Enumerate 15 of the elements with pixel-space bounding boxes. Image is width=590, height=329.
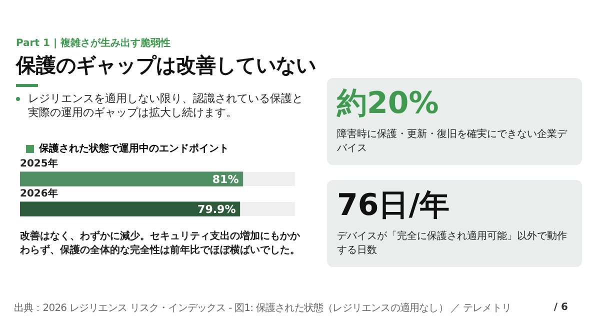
text: / 6 bbox=[554, 302, 568, 313]
category-label: 2025年 bbox=[20, 158, 58, 170]
data-label: 81% bbox=[212, 172, 239, 186]
text: 約20% bbox=[337, 85, 440, 123]
source-note: 出典：2026 レジリエンス リスク・インデックス - 図1: 保護された状態（レジリエンスの適用なし） ／ テレメトリ bbox=[14, 303, 512, 314]
chart-title: 保護のギャップは改善していない bbox=[16, 52, 316, 79]
text: 障害時に保護・更新・復旧を確実にできない企業デバイス bbox=[337, 128, 568, 156]
legend-label: 保護された状態で運用中のエンドポイント bbox=[38, 142, 229, 155]
chart-subtitle: Part 1 | 複雑さが生み出す脆弱性 bbox=[16, 36, 171, 50]
data-label: 79.9% bbox=[198, 202, 236, 216]
category-label: 2026年 bbox=[20, 188, 58, 200]
text: レジリエンスを適用しない限り、認識されている保護と実際の運用のギャップは拡大し続けます。 bbox=[28, 92, 304, 120]
text: デバイスが「完全に保護され適用可能」以外で動作する日数 bbox=[337, 230, 568, 258]
text: 76日/年 bbox=[337, 187, 451, 225]
text: 改善はなく、わずかに減少。セキュリティ支出の増加にもかかわらず、保護の全体的な完全性は前年比でほぼ横ばいでした。 bbox=[20, 230, 301, 258]
